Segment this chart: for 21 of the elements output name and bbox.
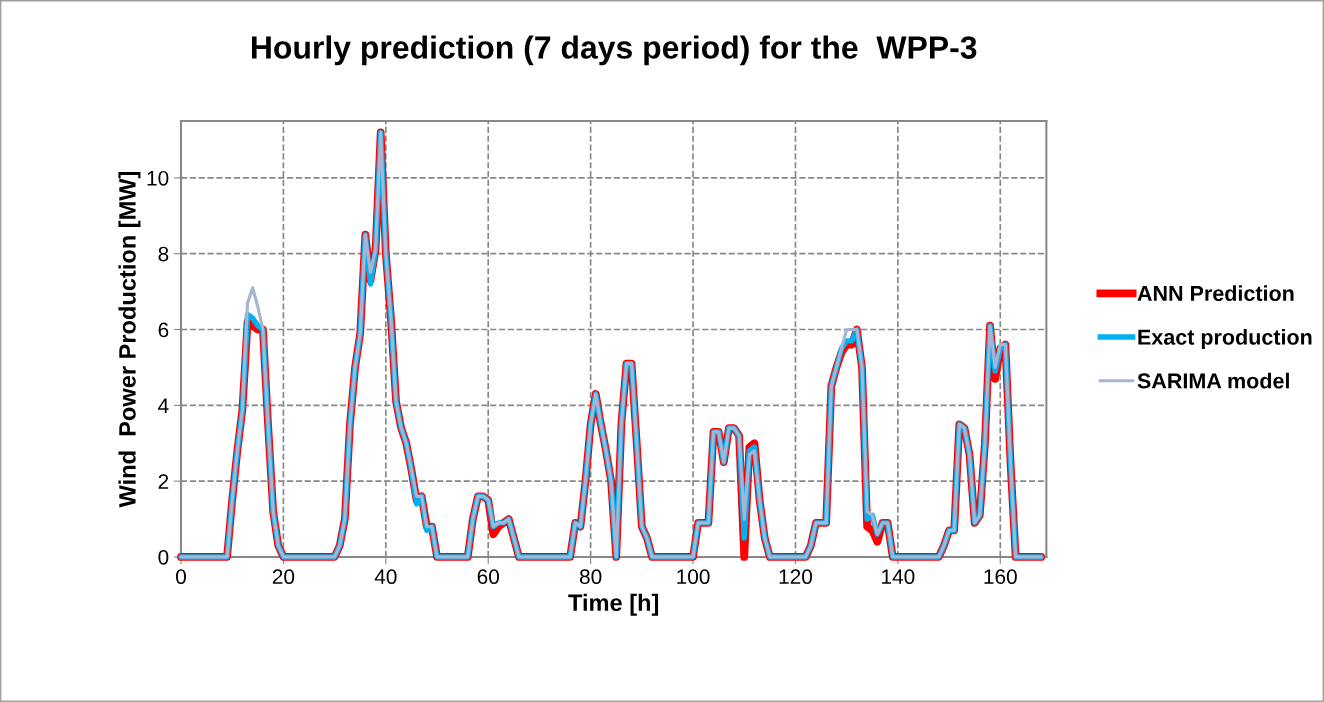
y-tick-label: 8 bbox=[158, 246, 169, 262]
x-tick-label: 60 bbox=[477, 569, 499, 585]
x-tick-label: 20 bbox=[272, 569, 295, 585]
legend-label: Exact production bbox=[1138, 328, 1312, 350]
x-tick-label: 140 bbox=[882, 569, 915, 585]
x-axis-title: Time [h] bbox=[568, 593, 659, 616]
x-tick-label: 0 bbox=[176, 569, 186, 585]
chart-title: Hourly prediction (7 days period) for the WPP-3 bbox=[251, 35, 977, 66]
y-tick-label: 0 bbox=[158, 549, 169, 565]
y-tick-label: 6 bbox=[158, 322, 169, 338]
y-tick-label: 4 bbox=[158, 398, 169, 413]
x-tick-label: 120 bbox=[779, 569, 813, 585]
x-tick-label: 40 bbox=[374, 569, 397, 585]
y-axis-title: Wind Power Production [MW] bbox=[118, 171, 141, 508]
y-tick-label: 2 bbox=[158, 474, 169, 489]
y-tick-label: 10 bbox=[147, 170, 169, 186]
x-tick-label: 80 bbox=[579, 569, 602, 585]
legend-label: SARIMA model bbox=[1137, 372, 1289, 389]
x-tick-label: 160 bbox=[984, 569, 1017, 585]
x-tick-label: 100 bbox=[677, 569, 710, 585]
legend-label: ANN Prediction bbox=[1137, 285, 1294, 302]
